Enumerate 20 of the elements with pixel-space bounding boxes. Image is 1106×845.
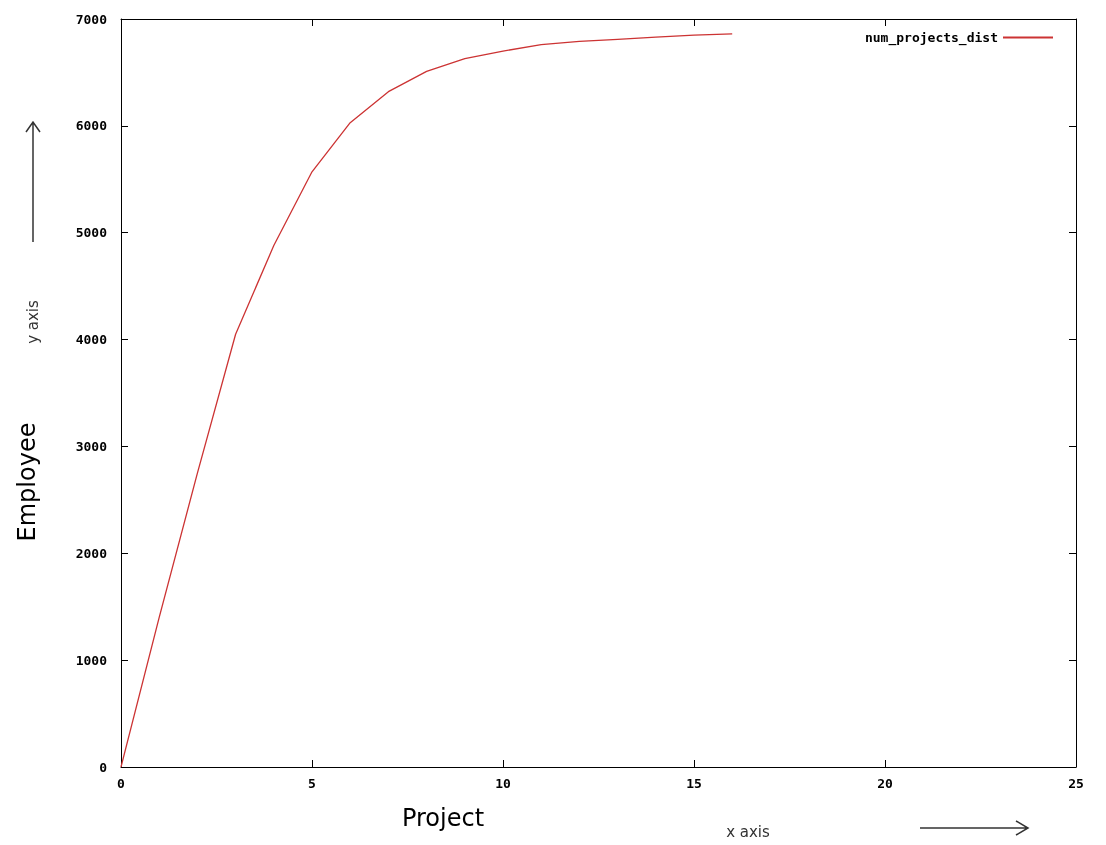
legend-label: num_projects_dist xyxy=(864,30,998,46)
x-tick-label: 0 xyxy=(117,776,126,791)
x-tick-label: 20 xyxy=(877,776,893,791)
y-tick-label: 2000 xyxy=(75,545,108,561)
y-tick-label: 7000 xyxy=(75,11,108,27)
x-tick-label: 25 xyxy=(1068,776,1084,791)
x-axis-title: Project xyxy=(401,804,485,832)
x-tick-label: 15 xyxy=(686,776,702,791)
text: x axis xyxy=(726,823,771,841)
x-tick-label: 10 xyxy=(495,776,511,791)
line-series xyxy=(120,33,733,768)
y-axis-title: Employee xyxy=(13,422,41,542)
y-tick-label: 0 xyxy=(99,759,108,775)
y-tick-label: 6000 xyxy=(75,118,108,134)
y-tick-label: 4000 xyxy=(75,332,108,348)
x-tick-label: 5 xyxy=(308,776,316,791)
y-tick-label: 5000 xyxy=(75,225,108,241)
text: y axis xyxy=(24,299,42,344)
y-tick-label: 3000 xyxy=(75,438,108,454)
y-tick-label: 1000 xyxy=(75,652,108,668)
